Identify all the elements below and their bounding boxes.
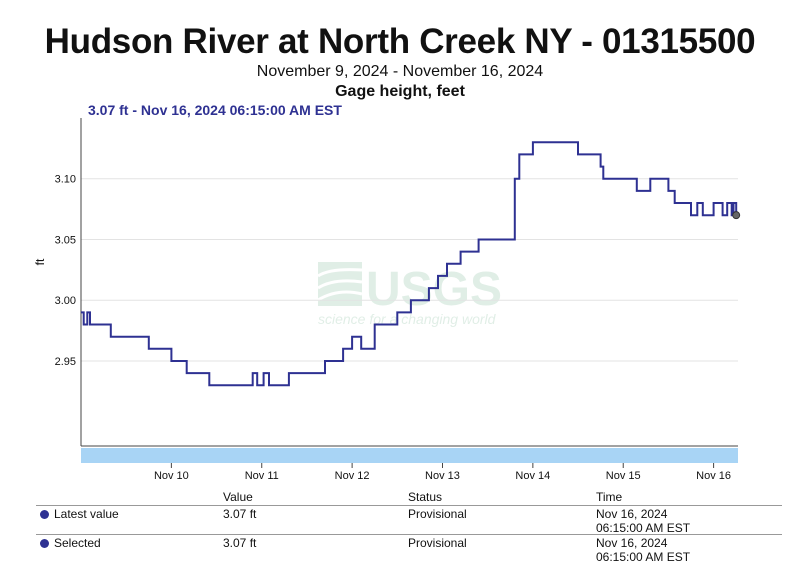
series-legend-selected: Selected: [40, 536, 101, 550]
row-label: Latest value: [54, 507, 119, 521]
row-label: Selected: [54, 536, 101, 550]
watermark-tagline: science for a changing world: [318, 311, 497, 327]
series-dot-icon: [40, 510, 49, 519]
date-range: November 9, 2024 - November 16, 2024: [256, 63, 544, 80]
x-tick-label: Nov 13: [425, 470, 460, 480]
watermark-logo-text: USGS: [366, 263, 502, 316]
parameter-name: Gage height, feet: [335, 83, 465, 100]
series-legend-latest: Latest value: [40, 507, 119, 521]
x-tick-label: Nov 15: [606, 470, 641, 480]
usgs-watermark: USGS science for a changing world: [317, 262, 502, 327]
row-value: 3.07 ft: [223, 507, 257, 521]
gage-height-line: [81, 141, 738, 387]
row-status: Provisional: [408, 507, 467, 521]
x-tick-label: Nov 12: [335, 470, 370, 480]
y-tick-label: 3.05: [55, 234, 76, 246]
table-row[interactable]: Selected 3.07 ft Provisional Nov 16, 202…: [36, 536, 782, 564]
y-tick-label: 2.95: [55, 356, 76, 368]
row-value: 3.07 ft: [223, 536, 257, 550]
header-status: Status: [408, 490, 443, 504]
row-status: Provisional: [408, 536, 467, 550]
x-tick-label: Nov 10: [154, 470, 189, 480]
y-tick-label: 3.10: [55, 174, 76, 186]
y-tick-label: 3.00: [55, 295, 76, 307]
y-tick-labels: 2.95 3.00 3.05 3.10: [55, 174, 76, 368]
x-tick-label: Nov 11: [245, 470, 279, 480]
series-dot-icon: [40, 539, 49, 548]
header-time: Time: [596, 490, 623, 504]
row-date: Nov 16, 2024: [596, 507, 668, 521]
row-time: 06:15:00 AM EST: [596, 521, 691, 535]
x-tick-label: Nov 14: [515, 470, 550, 480]
time-navigator-bar[interactable]: [81, 448, 738, 463]
usgs-logo-icon: [318, 262, 362, 306]
x-tick-labels: Nov 10 Nov 11 Nov 12 Nov 13 Nov 14 Nov 15 Nov …: [154, 463, 731, 480]
chart-title: Hudson River at North Creek NY - 0131550…: [44, 22, 756, 61]
row-date: Nov 16, 2024: [596, 536, 668, 550]
latest-value-marker[interactable]: [732, 211, 741, 220]
latest-value-label: 3.07 ft - Nov 16, 2024 06:15:00 AM EST: [88, 102, 342, 118]
row-time: 06:15:00 AM EST: [596, 550, 691, 564]
table-divider: [36, 505, 782, 506]
y-axis-label: ft: [33, 258, 47, 265]
header-value: Value: [223, 490, 253, 504]
x-tick-label: Nov 16: [696, 470, 731, 480]
table-row[interactable]: Latest value 3.07 ft Provisional Nov 16,…: [36, 507, 782, 535]
table-divider: [36, 534, 782, 535]
hydrograph-chart[interactable]: USGS science for a changing world 2.95 3.…: [0, 0, 800, 480]
